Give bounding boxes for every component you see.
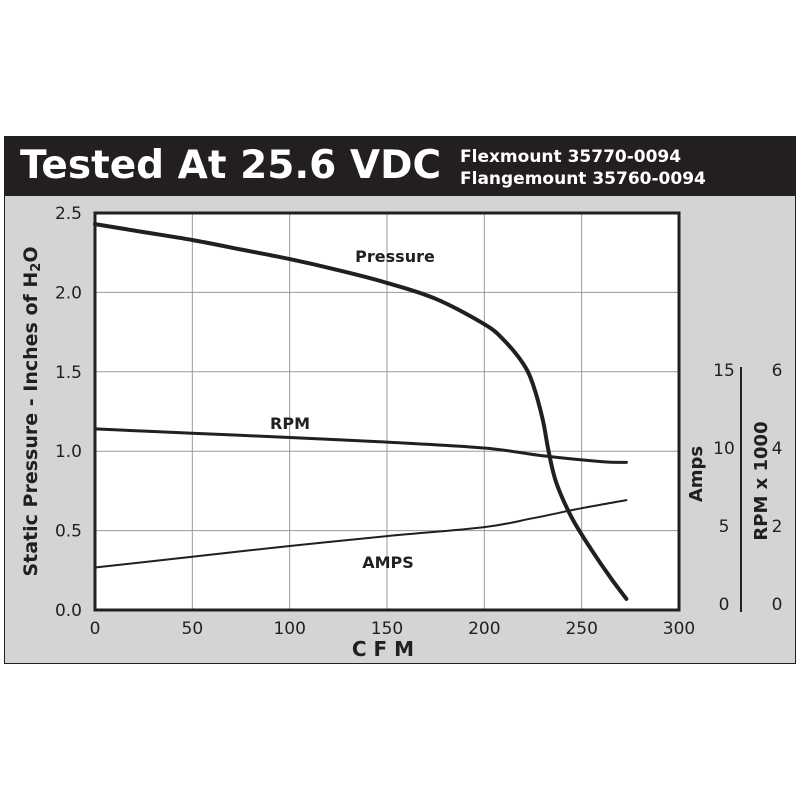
plot-frame (93, 211, 681, 612)
flangemount-model-label: Flangemount 35760-0094 (460, 169, 706, 189)
rpm-axis-label: RPM x 1000 (751, 421, 772, 540)
pressure-series-label: Pressure (355, 247, 435, 266)
amps-tick-label: 0 (719, 595, 730, 615)
y-tick-label: 0.5 (55, 522, 82, 542)
y-tick-label: 1.0 (55, 442, 82, 462)
y-axis-label: Static Pressure - Inches of H2O (20, 247, 44, 577)
x-axis-label: C F M (352, 637, 414, 661)
x-tick-label: 300 (663, 619, 695, 639)
chart-title: Tested At 25.6 VDC (20, 143, 442, 188)
amps-series-label: AMPS (362, 553, 414, 572)
y-tick-label: 2.0 (55, 283, 82, 303)
amps-series-line (94, 499, 628, 569)
amps-tick-label: 5 (719, 517, 730, 537)
rpm-tick-label: 6 (772, 361, 783, 381)
amps-tick-label: 10 (713, 439, 735, 459)
rpm-series-line (93, 427, 628, 464)
x-tick-label: 150 (371, 619, 403, 639)
x-tick-label: 0 (90, 619, 101, 639)
rpm-tick-label: 4 (772, 439, 783, 459)
x-tick-label: 200 (468, 619, 500, 639)
amps-axis-label: Amps (686, 446, 707, 502)
y-tick-label: 1.5 (55, 363, 82, 383)
x-tick-label: 250 (565, 619, 597, 639)
y-tick-label: 2.5 (55, 204, 82, 224)
flexmount-model-label: Flexmount 35770-0094 (460, 147, 682, 167)
rpm-tick-label: 0 (772, 595, 783, 615)
y-tick-label: 0.0 (55, 601, 82, 621)
x-tick-label: 100 (273, 619, 305, 639)
chart-header (4, 136, 796, 196)
amps-tick-label: 15 (713, 361, 735, 381)
pressure-series-line (93, 222, 629, 601)
rpm-tick-label: 2 (772, 517, 783, 537)
rpm-series-label: RPM (270, 414, 310, 433)
x-tick-label: 50 (182, 619, 204, 639)
